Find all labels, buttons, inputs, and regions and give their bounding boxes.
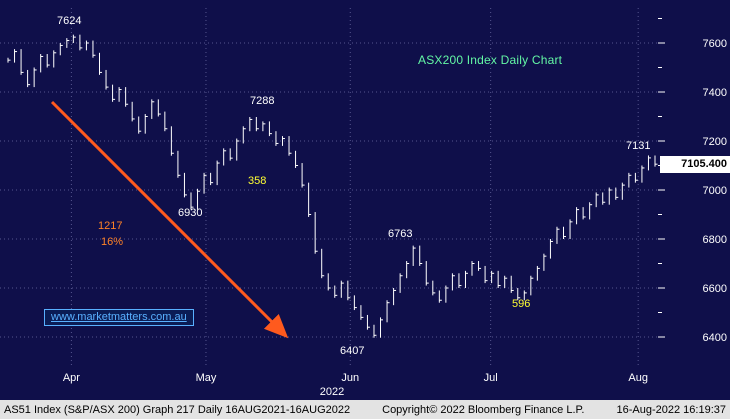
chart-annotation-7624: 7624 [57,15,81,27]
chart-annotation-7288: 7288 [250,95,274,107]
y-axis-label: 7000 [703,185,727,197]
chart-annotation-6930: 6930 [178,207,202,219]
x-axis-label: Jul [484,372,498,384]
chart-annotation-1217: 1217 [98,220,122,232]
y-axis-label: 6400 [703,332,727,344]
y-axis-label: 6600 [703,283,727,295]
chart-area: 7600 7400 7200 7000 6800 6600 6400 Apr May Jun Jul… [0,0,730,400]
chart-annotation-7131: 7131 [626,140,650,152]
chart-annotation-596: 596 [512,298,530,310]
watermark-link[interactable]: www.marketmatters.com.au [44,309,194,326]
y-axis-label: 7600 [703,38,727,50]
x-axis-label: May [196,372,217,384]
price-chart: 7600 7400 7200 7000 6800 6600 6400 Apr May Jun Jul… [0,8,727,398]
status-left: AS51 Index (S&P/ASX 200) Graph 217 Daily… [4,403,351,416]
y-axis-label: 7200 [703,136,727,148]
x-axis-label: Apr [63,372,80,384]
chart-annotation-6407: 6407 [340,345,364,357]
y-axis-label: 7400 [703,87,727,99]
chart-annotation-16%: 16% [101,236,123,248]
last-price-box: 7105.400 [660,156,730,173]
status-bar: AS51 Index (S&P/ASX 200) Graph 217 Daily… [0,400,730,419]
x-axis-label: Aug [628,372,648,384]
chart-title: ASX200 Index Daily Chart [418,53,563,67]
chart-annotation-6763: 6763 [388,228,412,240]
x-axis-label: Jun [341,372,359,384]
y-axis-label: 6800 [703,234,727,246]
x-axis-year-label: 2022 [320,386,344,398]
status-copyright: Copyright© 2022 Bloomberg Finance L.P. [382,403,585,416]
downtrend-arrow [50,100,289,339]
status-timestamp: 16-Aug-2022 16:19:37 [616,403,726,416]
chart-annotation-358: 358 [248,175,266,187]
